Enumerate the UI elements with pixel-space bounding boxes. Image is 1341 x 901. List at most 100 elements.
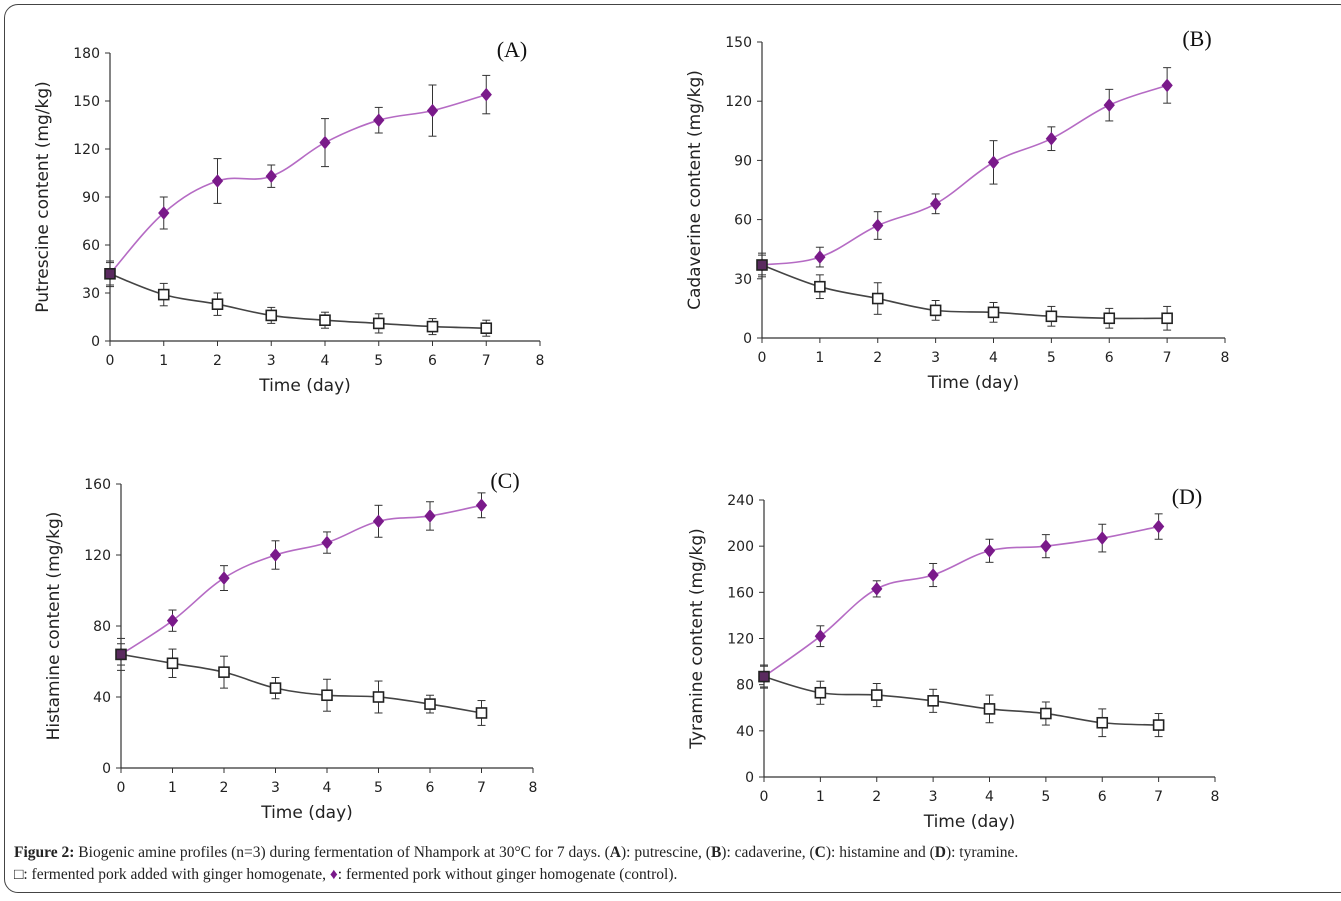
x-axis-label: Time (day) <box>260 803 353 823</box>
x-tick-label: 4 <box>985 789 994 805</box>
caption-desc-a: ): putrescine, ( <box>620 844 711 861</box>
x-tick-label: 7 <box>1163 350 1172 366</box>
y-tick-label: 60 <box>82 238 100 254</box>
panel-label: (D) <box>1172 484 1203 509</box>
x-tick-label: 0 <box>106 353 115 369</box>
data-point-diamond <box>1161 78 1173 93</box>
y-tick-label: 90 <box>82 190 100 206</box>
x-tick-label: 5 <box>374 353 383 369</box>
data-point-square <box>372 691 385 703</box>
x-axis-label: Time (day) <box>927 373 1020 393</box>
data-point-square <box>424 698 436 710</box>
y-tick-label: 0 <box>91 334 100 350</box>
y-axis-label: Histamine content (mg/kg) <box>44 512 64 741</box>
data-point-diamond <box>158 206 170 220</box>
y-tick-label: 120 <box>725 94 752 110</box>
y-axis-label: Putrescine content (mg/kg) <box>33 81 53 313</box>
data-point-diamond <box>372 514 385 529</box>
x-tick-label: 1 <box>815 350 824 366</box>
x-tick-label: 2 <box>872 789 881 805</box>
data-point-square <box>480 322 493 335</box>
y-tick-label: 240 <box>727 493 754 509</box>
data-point-square <box>871 292 884 305</box>
data-point-square <box>211 298 224 311</box>
y-axis-label: Tyramine content (mg/kg) <box>687 528 707 750</box>
data-point-square <box>929 304 942 317</box>
series-line-diamond <box>763 525 1159 678</box>
data-point-square <box>1040 707 1052 720</box>
data-point-square <box>218 666 230 678</box>
caption-line-1: Figure 2: Biogenic amine profiles (n=3) … <box>14 842 1341 864</box>
data-point-diamond <box>1103 98 1115 112</box>
y-tick-label: 90 <box>734 153 752 169</box>
data-point-square <box>265 309 278 322</box>
series-line-diamond <box>761 84 1168 266</box>
figure-caption: Figure 2: Biogenic amine profiles (n=3) … <box>14 842 1341 886</box>
caption-text: Biogenic amine profiles (n=3) during fer… <box>74 844 610 861</box>
x-tick-label: 4 <box>321 353 330 369</box>
x-tick-label: 0 <box>760 789 769 805</box>
chart-panel-a: 0 30 60 90 120 150 180 0 1 2 3 4 5 6 7 8 Time (day) Putre… <box>33 37 545 396</box>
data-point-diamond <box>475 498 488 513</box>
data-point-diamond <box>218 571 230 585</box>
caption-desc-b: ): cadaverine, ( <box>721 844 815 861</box>
data-point-square <box>927 695 939 707</box>
x-tick-label: 5 <box>1041 789 1050 805</box>
data-point-square <box>1045 310 1058 323</box>
data-point-diamond <box>983 544 996 558</box>
data-point-square <box>1161 312 1173 325</box>
x-tick-label: 1 <box>168 780 177 796</box>
x-tick-label: 1 <box>816 789 825 805</box>
y-tick-label: 150 <box>73 94 100 110</box>
x-tick-label: 7 <box>482 353 491 369</box>
y-tick-label: 40 <box>736 724 754 740</box>
caption-desc-d: ): tyramine. <box>945 844 1019 861</box>
x-tick-label: 6 <box>1098 789 1107 805</box>
data-point-diamond <box>1096 531 1108 545</box>
x-tick-label: 0 <box>758 350 767 366</box>
x-tick-label: 5 <box>374 780 383 796</box>
x-tick-label: 8 <box>536 353 545 369</box>
panel-label: (A) <box>497 37 528 62</box>
legend-diamond-text: : fermented pork without ginger homogena… <box>337 866 678 883</box>
x-tick-label: 0 <box>117 780 126 796</box>
y-tick-label: 160 <box>727 585 754 601</box>
y-tick-label: 60 <box>734 213 752 229</box>
y-tick-label: 120 <box>84 548 111 564</box>
data-point-square <box>814 686 827 699</box>
data-point-diamond <box>166 613 179 628</box>
y-tick-label: 80 <box>736 678 754 694</box>
figure-label: Figure 2: <box>14 844 75 861</box>
data-point-diamond <box>426 103 439 118</box>
x-axis-label: Time (day) <box>923 812 1016 832</box>
data-point-diamond <box>480 87 492 102</box>
data-point-diamond <box>269 548 282 562</box>
x-tick-label: 6 <box>428 353 437 369</box>
data-point-square <box>475 707 488 719</box>
x-tick-label: 3 <box>929 789 938 805</box>
x-tick-label: 2 <box>213 353 222 369</box>
x-tick-label: 7 <box>1154 789 1163 805</box>
x-tick-label: 6 <box>1105 350 1114 366</box>
x-tick-label: 4 <box>323 780 332 796</box>
data-point-diamond <box>871 582 883 596</box>
y-tick-label: 150 <box>725 35 752 51</box>
y-tick-label: 160 <box>84 477 111 493</box>
caption-panel-c: C <box>814 844 826 861</box>
data-point-square <box>756 259 768 271</box>
caption-line-2: □: fermented pork added with ginger homo… <box>14 864 1341 886</box>
x-tick-label: 3 <box>271 780 280 796</box>
x-tick-label: 3 <box>931 350 940 366</box>
data-point-diamond <box>211 174 224 188</box>
x-tick-label: 8 <box>529 780 538 796</box>
chart-panel-d: 0 40 80 120 160 200 240 0 1 2 3 4 5 6 7 8 Time (day) Tyra… <box>687 484 1219 832</box>
data-point-diamond <box>927 568 939 582</box>
data-point-square <box>870 689 883 701</box>
data-point-square <box>104 267 116 280</box>
y-tick-label: 120 <box>73 142 100 158</box>
data-point-square <box>1152 719 1165 731</box>
panel-label: (C) <box>490 468 519 493</box>
y-tick-label: 80 <box>93 619 111 635</box>
x-tick-label: 6 <box>426 780 435 796</box>
y-tick-label: 0 <box>743 331 752 347</box>
